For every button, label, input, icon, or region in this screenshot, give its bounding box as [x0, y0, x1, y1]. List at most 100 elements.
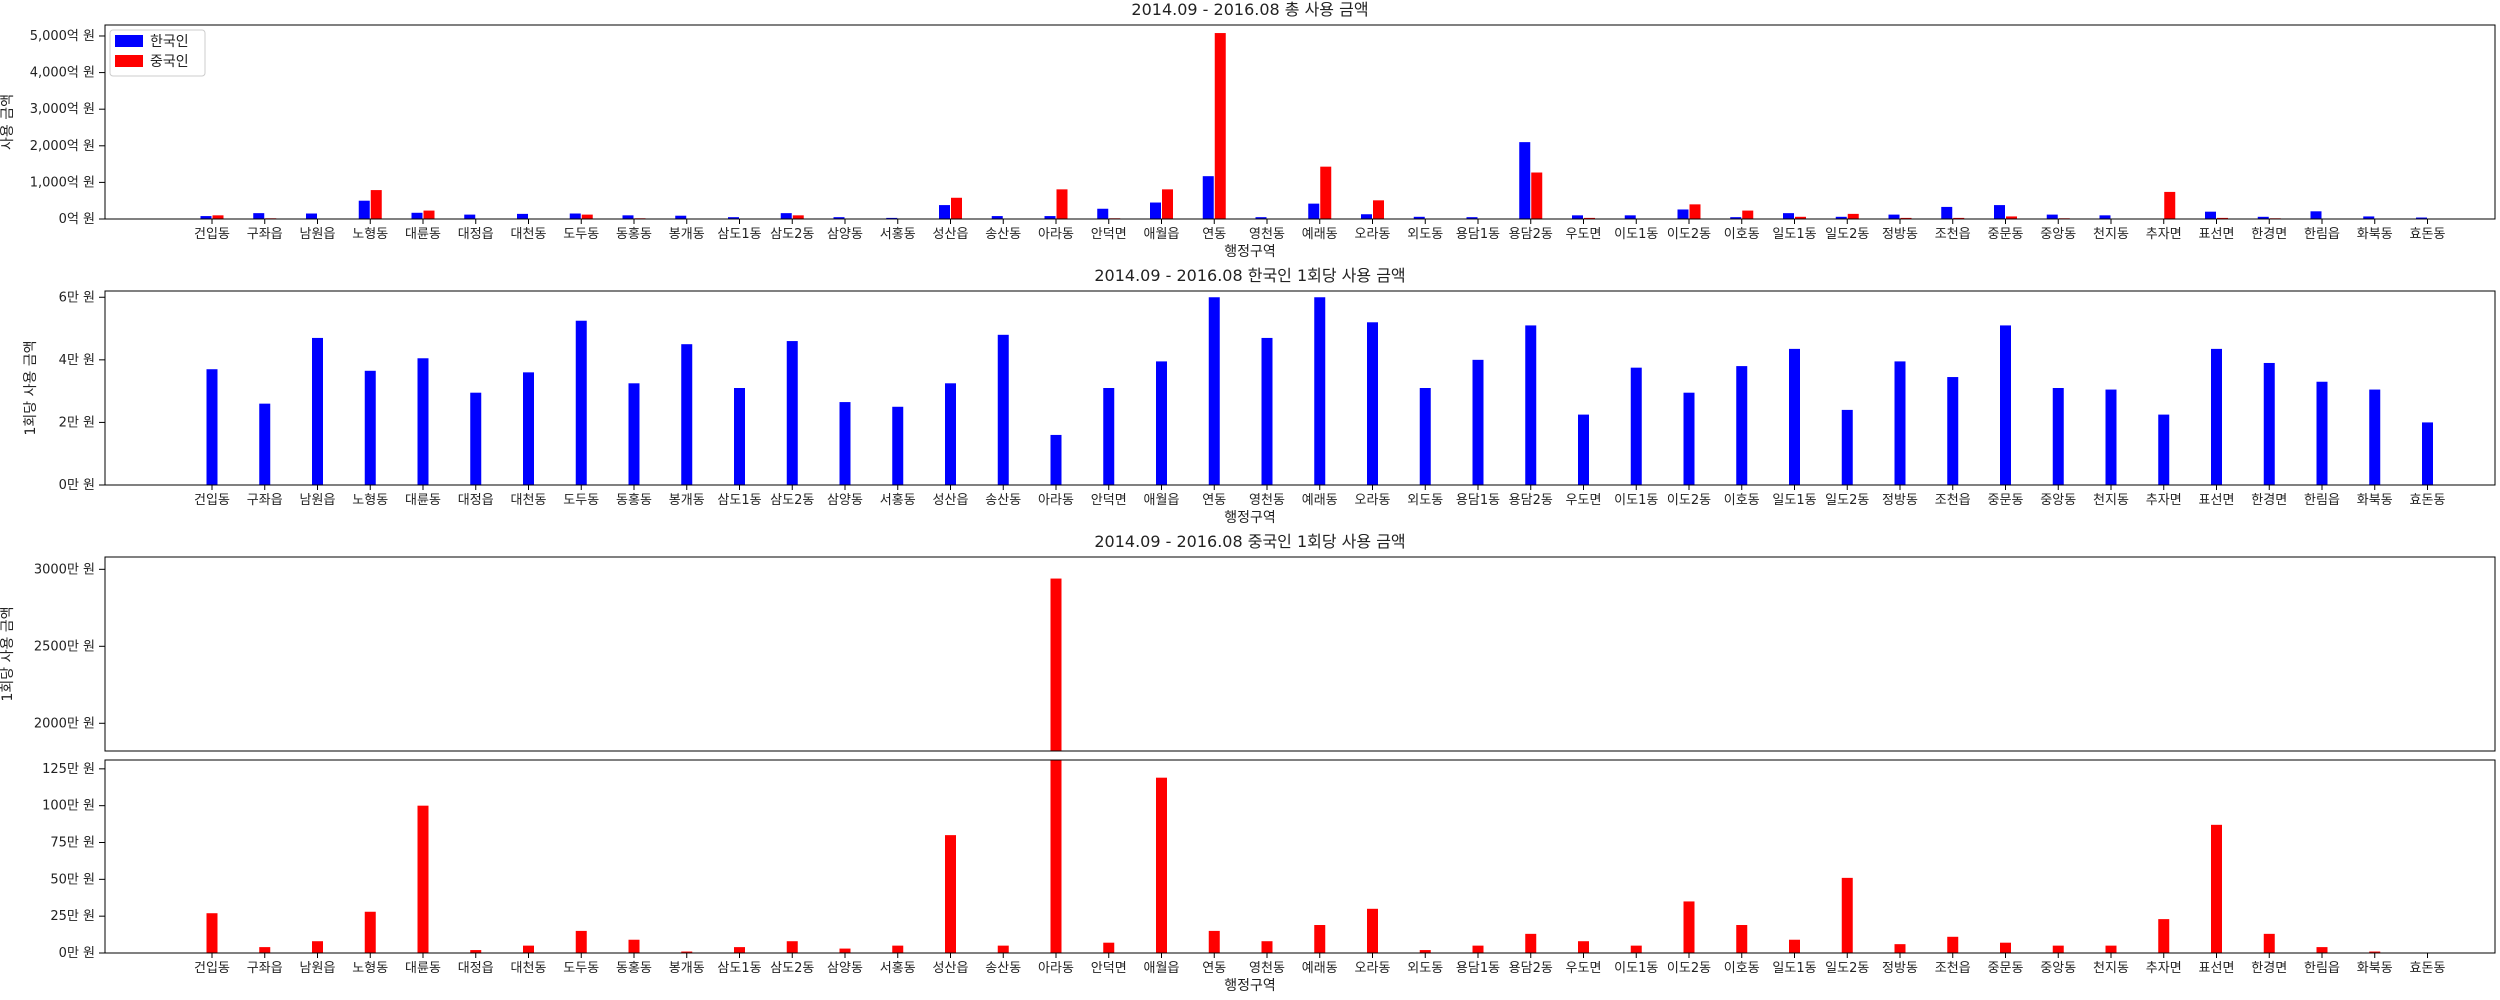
chart1-bar-korean — [1044, 216, 1056, 219]
chart1-bar-korean — [833, 217, 845, 219]
chart3-bar-chinese-lower — [2211, 824, 2222, 953]
chart3-xtick-label: 봉개동 — [669, 961, 705, 976]
chart2-xtick-label: 우도면 — [1566, 493, 1602, 508]
chart1-ytick-label: 5,000억 원 — [30, 29, 95, 44]
chart1-xtick-label: 삼양동 — [827, 227, 863, 242]
chart1-xtick-label: 외도동 — [1407, 227, 1443, 242]
chart2-xtick-label: 일도2동 — [1825, 493, 1869, 508]
chart1-axes — [104, 24, 2496, 220]
chart3-xtick-label: 삼도1동 — [717, 961, 761, 976]
chart3-xtick-label: 예래동 — [1302, 961, 1338, 976]
chart2-bar-korean — [364, 370, 376, 485]
chart3-xtick-label: 동홍동 — [616, 961, 652, 976]
chart1-xlabel: 행정구역 — [1224, 244, 1276, 260]
chart3-xtick-label: 성산읍 — [933, 961, 969, 976]
chart2-bar-korean — [1050, 434, 1062, 485]
chart2-bar-korean — [206, 369, 218, 485]
chart1-xtick-label: 한림읍 — [2304, 227, 2340, 242]
chart1-bar-korean — [622, 215, 634, 219]
chart3-xtick-label: 송산동 — [985, 961, 1021, 976]
chart1-xtick-label: 안덕면 — [1091, 227, 1127, 242]
chart3-bar-chinese-lower — [1367, 908, 1378, 953]
chart3-upper-ytick-label: 2500만 원 — [34, 639, 95, 654]
chart2-bar-korean — [2316, 381, 2328, 485]
chart2-ytick-label: 0만 원 — [59, 478, 95, 493]
chart2-xtick-label: 천지동 — [2093, 493, 2129, 508]
chart3-bar-chinese-lower — [1525, 933, 1537, 953]
chart3-bar-chinese-lower — [364, 911, 376, 953]
chart2-bar-korean — [2158, 414, 2170, 485]
chart1-xtick-label: 대정읍 — [458, 227, 494, 242]
chart1-bar-chinese — [1373, 200, 1384, 219]
chart2-bar-korean — [2369, 389, 2381, 485]
chart3-xtick-label: 조천읍 — [1935, 961, 1971, 976]
chart1-xtick-label: 애월읍 — [1144, 227, 1180, 242]
chart1-xtick-label: 삼도1동 — [717, 227, 761, 242]
chart1-ytick-label: 2,000억 원 — [30, 139, 95, 154]
chart2-bar-korean — [2052, 388, 2064, 485]
chart1-ytick-label: 0억 원 — [59, 212, 95, 227]
chart1-xtick-label: 일도1동 — [1772, 227, 1816, 242]
chart3-bar-chinese-lower — [1841, 877, 1853, 953]
chart3-bar-chinese-lower — [892, 945, 904, 953]
chart2-xtick-label: 추자면 — [2146, 493, 2182, 508]
chart3-bar-chinese-lower — [259, 947, 271, 953]
chart2-xtick-label: 용담1동 — [1456, 493, 1500, 508]
chart2-bar-korean — [945, 383, 956, 485]
chart2-xlabel: 행정구역 — [1224, 510, 1276, 526]
chart1-bar-chinese — [1795, 216, 1806, 219]
chart3-xtick-label: 일도2동 — [1825, 961, 1869, 976]
chart3-xtick-label: 화북동 — [2357, 961, 2393, 976]
chart2-bar-korean — [470, 392, 482, 485]
chart1-xtick-label: 용담2동 — [1509, 227, 1553, 242]
chart3-bar-chinese-lower — [470, 950, 482, 953]
chart1-bar-chinese — [1531, 172, 1543, 219]
chart3-xtick-label: 안덕면 — [1091, 961, 1127, 976]
chart1-ytick-label: 3,000억 원 — [30, 102, 95, 117]
chart1-bar-korean — [2205, 211, 2216, 219]
chart3-bar-chinese-lower — [1578, 941, 1589, 953]
chart3-xtick-label: 정방동 — [1882, 961, 1918, 976]
chart2-xtick-label: 삼양동 — [827, 493, 863, 508]
chart3-xtick-label: 삼양동 — [827, 961, 863, 976]
chart2-bar-korean — [997, 334, 1009, 485]
chart1-bar-korean — [1361, 214, 1372, 219]
chart1-xtick-label: 오라동 — [1355, 227, 1391, 242]
chart1-bar-korean — [1624, 215, 1636, 219]
chart1-bar-chinese — [370, 190, 382, 219]
chart1-bar-korean — [675, 215, 687, 219]
chart1-bar-korean — [780, 213, 792, 219]
chart2-bar-korean — [1947, 377, 1959, 485]
chart1-xtick-label: 용담1동 — [1456, 227, 1500, 242]
chart1-xtick-label: 이도1동 — [1614, 227, 1658, 242]
chart2-xtick-label: 봉개동 — [669, 493, 705, 508]
chart1-xtick-label: 대천동 — [511, 227, 547, 242]
chart3-xtick-label: 용담1동 — [1456, 961, 1500, 976]
chart2-xtick-label: 성산읍 — [933, 493, 969, 508]
chart1-bar-chinese — [2164, 191, 2176, 219]
chart3-bar-chinese-lower — [1736, 925, 1748, 953]
chart2-bar-korean — [681, 344, 693, 485]
chart2-bar-korean — [1525, 325, 1537, 485]
chart3-xtick-label: 건입동 — [194, 961, 230, 976]
chart1-legend-swatch — [115, 55, 143, 67]
chart1-xtick-label: 노형동 — [352, 227, 388, 242]
chart3-xtick-label: 대륜동 — [405, 961, 441, 976]
chart1-bar-korean — [358, 200, 370, 219]
chart1-bar-chinese — [792, 215, 804, 219]
chart2-bar-korean — [2000, 325, 2011, 485]
chart2-xtick-label: 애월읍 — [1144, 493, 1180, 508]
chart1-bar-korean — [991, 216, 1003, 219]
chart3-upper-ytick-label: 2000만 원 — [34, 716, 95, 731]
chart3-bar-chinese-lower — [523, 945, 534, 953]
chart2-xtick-label: 삼도1동 — [717, 493, 761, 508]
chart3-xtick-label: 표선면 — [2199, 961, 2235, 976]
chart1-bar-korean — [939, 205, 950, 219]
chart1-bar-chinese — [1214, 33, 1226, 220]
chart3-xlabel: 행정구역 — [1224, 978, 1276, 994]
chart1-bar-korean — [1572, 215, 1583, 219]
chart1-bar-korean — [886, 217, 898, 219]
chart3-xtick-label: 삼도2동 — [770, 961, 814, 976]
chart3-xtick-label: 서홍동 — [880, 961, 916, 976]
